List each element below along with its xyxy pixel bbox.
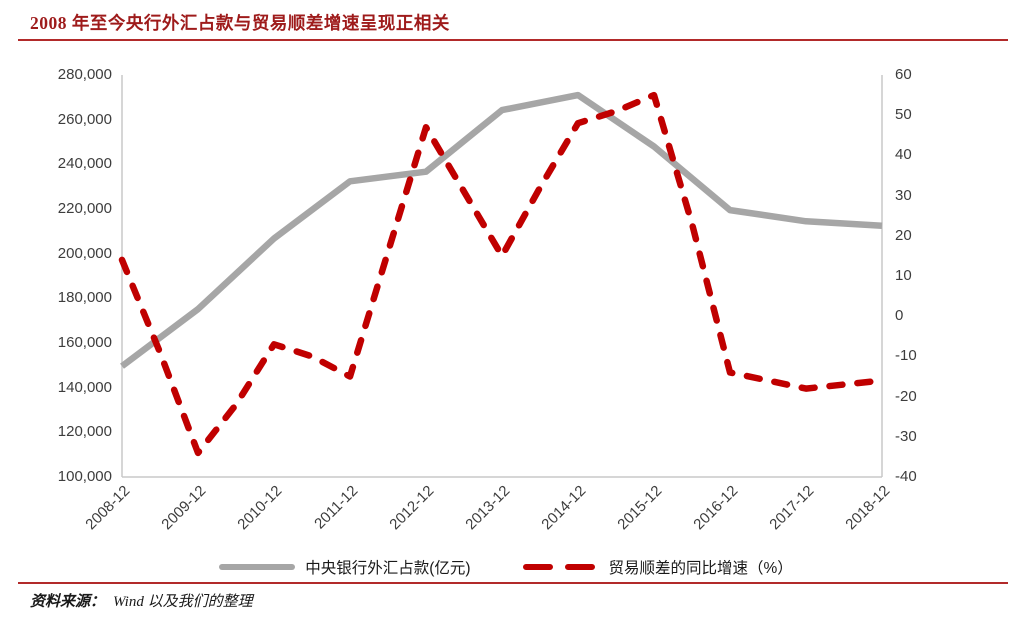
legend-label: 中央银行外汇占款(亿元): [305, 560, 471, 577]
footer-rule: [18, 582, 1008, 584]
left-axis-tick-label: 280,000: [57, 66, 112, 83]
series-line-gray-solid: [120, 91, 883, 369]
source-text: Wind 以及我们的整理: [113, 594, 253, 610]
right-axis-tick-label: 30: [895, 186, 912, 204]
source-line: 资料来源： Wind 以及我们的整理: [30, 590, 253, 611]
chart-legend: 中央银行外汇占款(亿元) 贸易顺差的同比增速（%）: [0, 553, 1012, 581]
left-axis-tick-label: 180,000: [57, 289, 112, 307]
source-label: 资料来源：: [30, 594, 106, 610]
chart-title: 2008 年至今央行外汇占款与贸易顺差增速呈现正相关: [30, 13, 450, 33]
right-axis-tick-label: 60: [895, 66, 912, 83]
right-axis-tick-label: 40: [895, 146, 912, 164]
right-axis-tick-label: 20: [895, 226, 912, 244]
right-axis-tick-label: 10: [895, 267, 912, 284]
legend-red-dashed-sample: [522, 564, 599, 570]
legend-label: 贸易顺差的同比增速（%）: [608, 560, 793, 577]
left-axis-tick-label: 140,000: [57, 378, 112, 396]
right-axis-tick-label: -20: [895, 387, 917, 405]
left-axis-tick-label: 260,000: [57, 110, 112, 128]
left-axis-tick-label: 100,000: [57, 468, 112, 485]
left-axis-tick-label: 220,000: [57, 200, 112, 217]
right-axis-tick-label: -30: [895, 427, 917, 445]
left-axis-tick-label: 240,000: [57, 155, 112, 173]
series-line-red-dashed: [118, 91, 886, 457]
legend-gray-line-sample: [219, 564, 296, 570]
right-axis-tick-label: -40: [895, 468, 917, 485]
right-axis-tick-label: 50: [895, 106, 912, 124]
title-underline-rule: [18, 39, 1008, 41]
left-axis-tick-label: 200,000: [57, 244, 112, 262]
left-axis-tick-label: 120,000: [57, 423, 112, 441]
right-axis-tick-label: -10: [895, 347, 917, 365]
legend-item: 贸易顺差的同比增速（%）: [522, 556, 793, 578]
left-axis-tick-label: 160,000: [57, 334, 112, 351]
right-axis-tick-label: 0: [895, 307, 904, 325]
legend-item: 中央银行外汇占款(亿元): [219, 556, 471, 578]
